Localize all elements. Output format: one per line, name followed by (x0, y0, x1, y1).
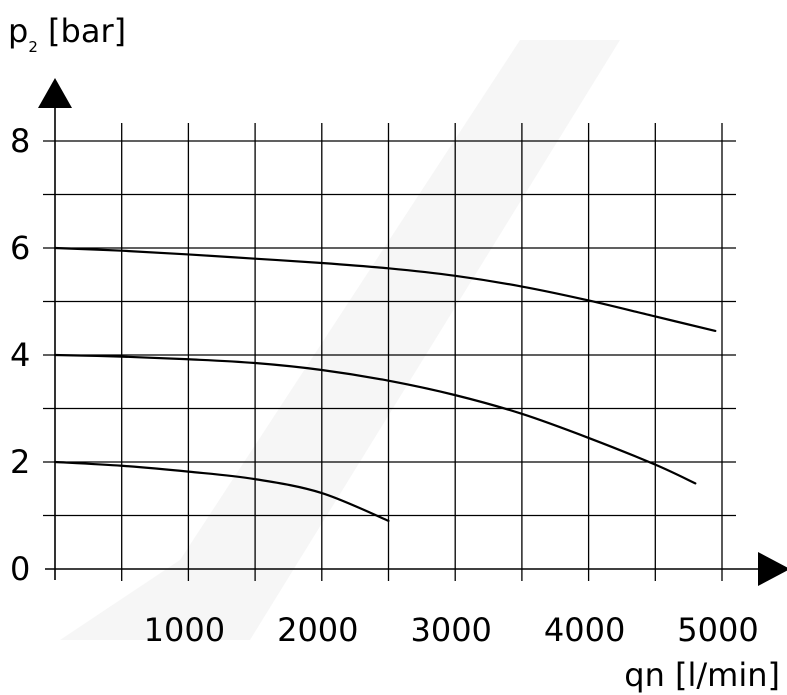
y-tick-label: 8 (10, 122, 30, 160)
y-tick-label: 2 (10, 443, 30, 481)
series-lines (53, 246, 717, 522)
tick-labels: 0 2 4 6 8 1000 2000 3000 4000 5000 (10, 122, 759, 649)
x-axis-arrow-icon (758, 552, 787, 586)
grid (43, 123, 736, 581)
series-line-1 (53, 460, 390, 522)
y-axis-label-unit: [bar] (38, 12, 126, 50)
x-tick-label: 1000 (144, 611, 225, 649)
series-line-2 (53, 353, 697, 485)
x-tick-label: 2000 (277, 611, 358, 649)
x-tick-label: 5000 (677, 611, 758, 649)
x-tick-label: 4000 (544, 611, 625, 649)
y-tick-label: 0 (10, 550, 30, 588)
x-axis-label: qn [l/min] (624, 656, 780, 694)
series-line-3 (53, 246, 717, 333)
y-axis-arrow-icon (38, 78, 72, 108)
y-tick-label: 4 (10, 336, 30, 374)
y-tick-label: 6 (10, 229, 30, 267)
y-axis-label-subscript: 2 (28, 38, 38, 56)
axes (38, 78, 787, 586)
watermark (60, 40, 620, 640)
y-axis-label-main: p (8, 12, 28, 50)
y-axis-label: p2 [bar] (8, 12, 126, 56)
x-tick-label: 3000 (410, 611, 491, 649)
